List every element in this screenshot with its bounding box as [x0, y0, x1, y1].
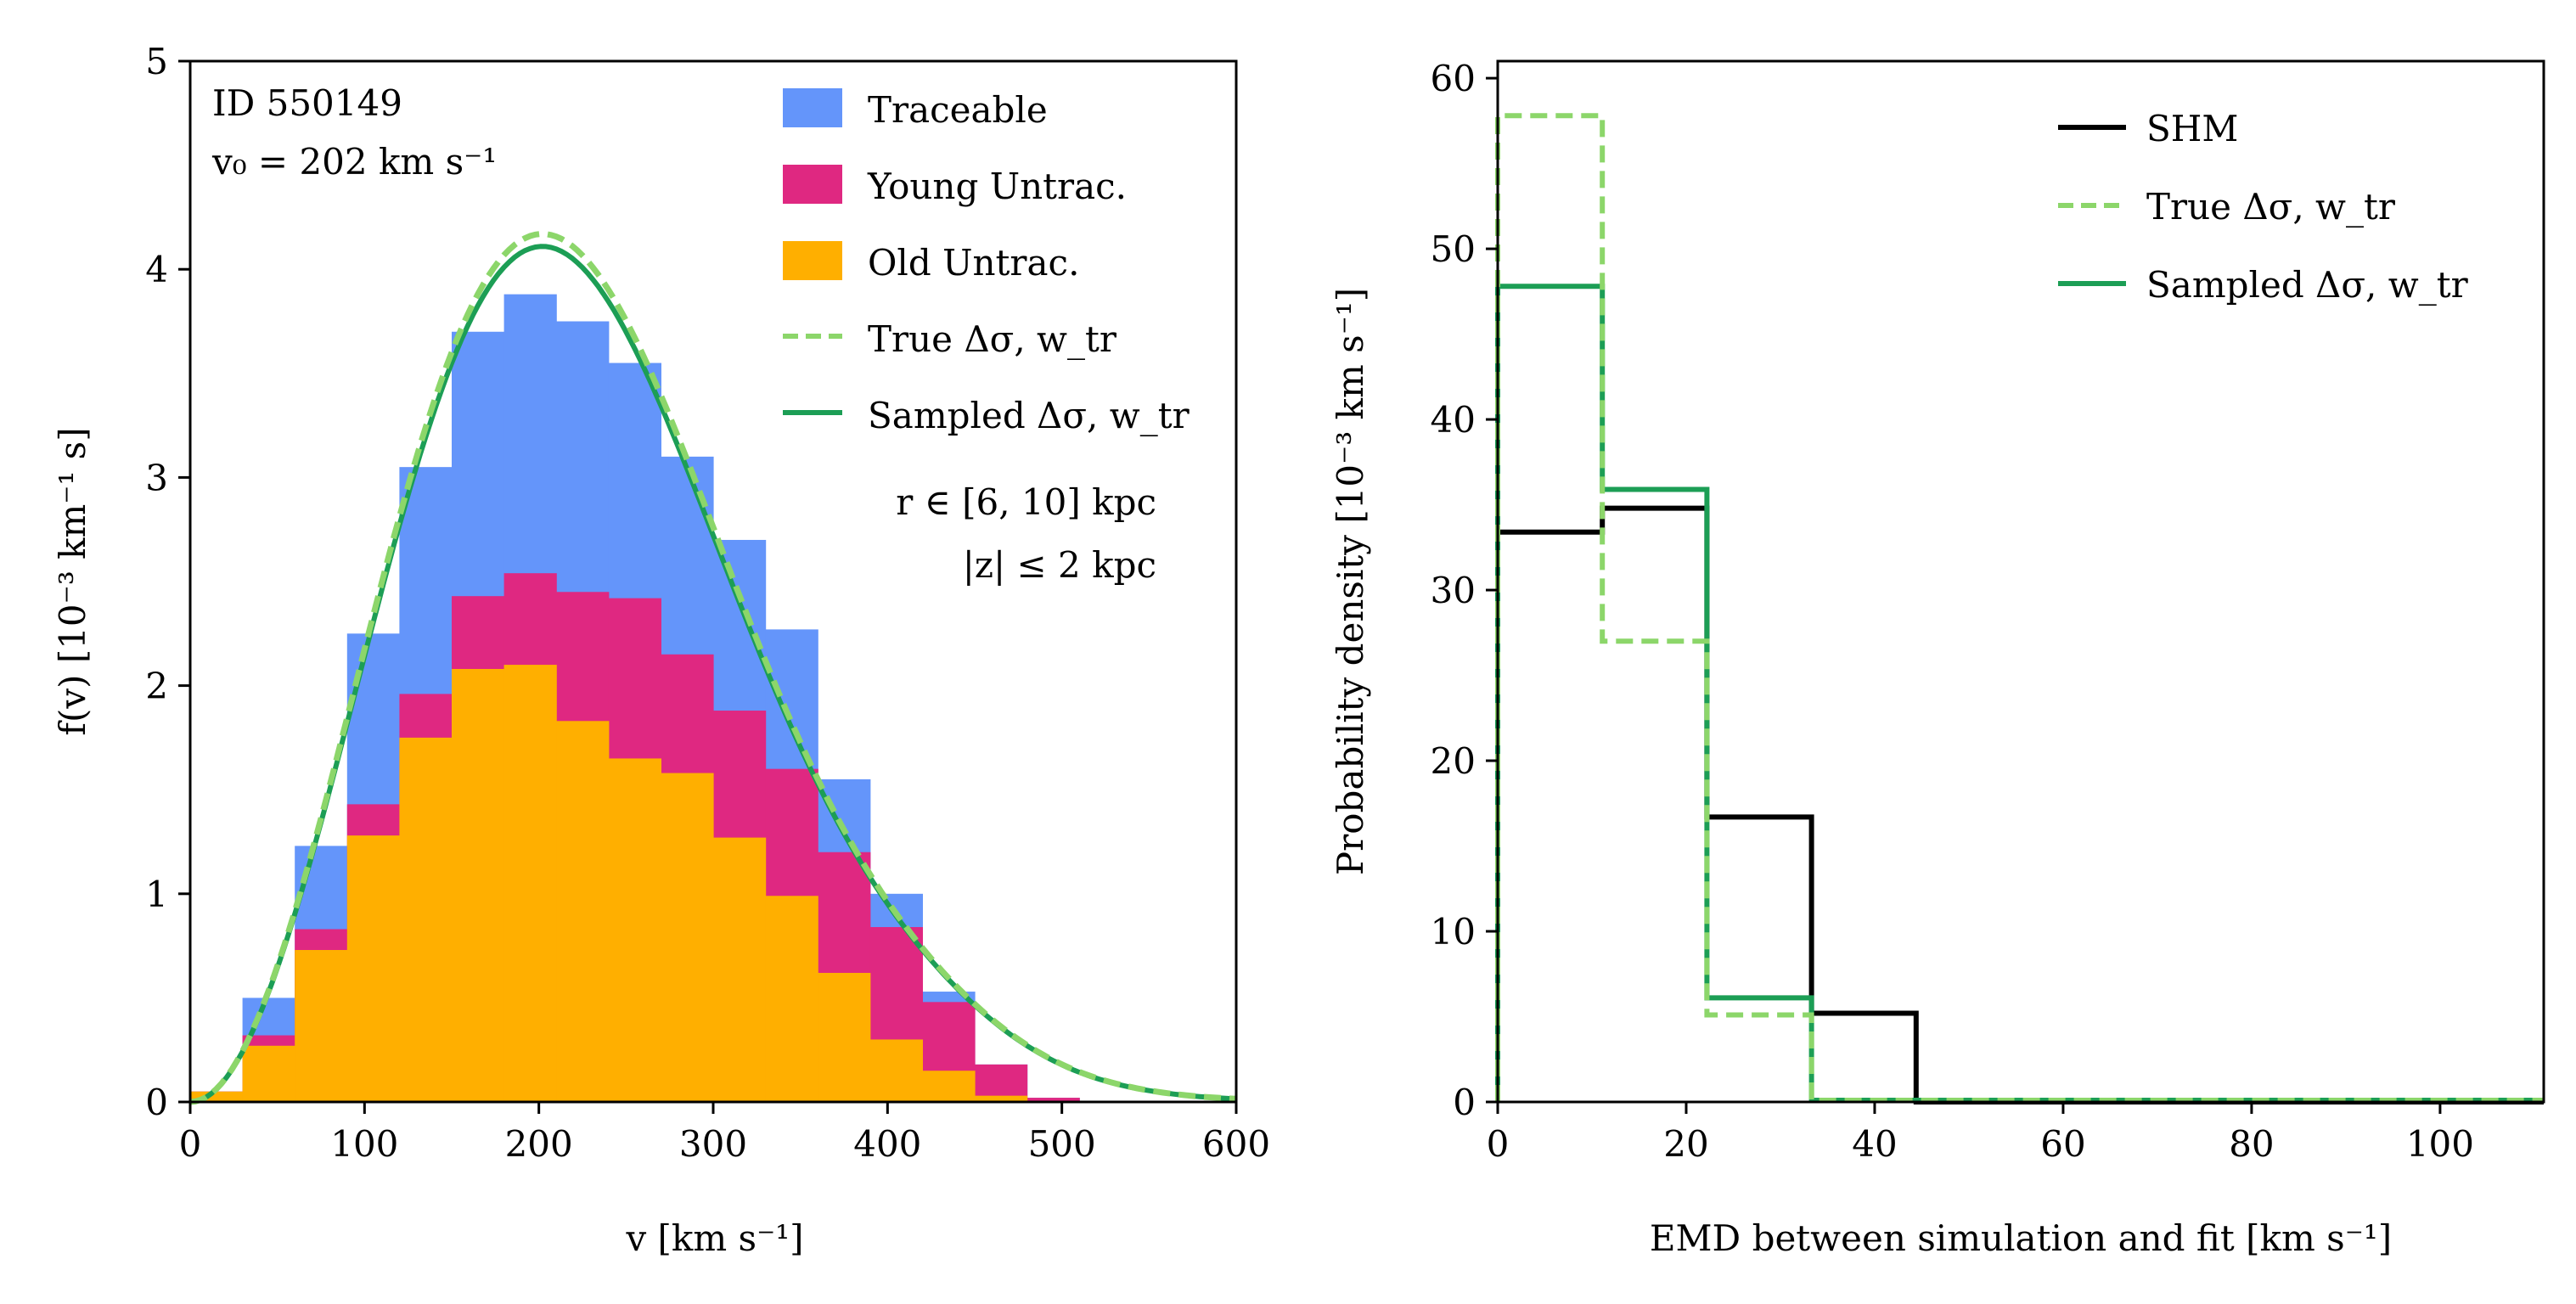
x-tick-label: 0	[179, 1123, 202, 1165]
legend-label-traceable: Traceable	[868, 89, 1048, 131]
left-panel: 0 100 200 300 400 500 600 0 1 2 3 4 5 ID 550149 v₀ =…	[52, 41, 1270, 1259]
y-tick-label: 3	[145, 457, 168, 498]
y-tick-label: 4	[145, 249, 168, 290]
legend-swatch-old-untrac	[783, 241, 842, 280]
legend-label-sampled-fit-2: Sampled Δσ, w_tr	[2146, 264, 2469, 306]
right-legend: SHM True Δσ, w_tr Sampled Δσ, w_tr	[2058, 108, 2469, 306]
bar-old-untrac-4	[399, 737, 453, 1102]
bar-old-untrac-8	[608, 758, 661, 1102]
right-x-axis-label: EMD between simulation and fit [km s⁻¹]	[1650, 1217, 2392, 1259]
left-axis-ticks: 0 100 200 300 400 500 600 0 1 2 3 4 5	[145, 41, 1270, 1165]
left-x-axis-label: v [km s⁻¹]	[625, 1217, 803, 1259]
y-tick-label: 0	[1453, 1082, 1476, 1123]
v0-label: v₀ = 202 km s⁻¹	[211, 141, 497, 183]
x-tick-label: 0	[1487, 1123, 1510, 1165]
bar-old-untrac-2	[295, 950, 348, 1102]
y-tick-label: 2	[145, 666, 168, 707]
y-tick-label: 60	[1431, 58, 1476, 99]
y-tick-label: 5	[145, 41, 168, 82]
bar-old-untrac-15	[975, 1095, 1028, 1102]
y-tick-label: 50	[1431, 228, 1476, 270]
galaxy-id-label: ID 550149	[212, 82, 402, 124]
left-legend: Traceable Young Untrac. Old Untrac. True…	[783, 88, 1190, 436]
bar-old-untrac-10	[713, 837, 767, 1102]
x-tick-label: 40	[1852, 1123, 1897, 1165]
x-tick-label: 100	[2406, 1123, 2474, 1165]
x-tick-label: 20	[1663, 1123, 1708, 1165]
radius-range-label: r ∈ [6, 10] kpc	[896, 481, 1156, 523]
y-tick-label: 30	[1431, 570, 1476, 611]
y-tick-label: 10	[1431, 911, 1476, 953]
curve-true-fit	[189, 231, 1237, 1105]
y-tick-label: 0	[145, 1082, 168, 1123]
bar-old-untrac-6	[503, 665, 557, 1102]
legend-label-true-fit: True Δσ, w_tr	[868, 318, 1117, 360]
step-true-fit	[1495, 113, 2544, 1103]
bar-old-untrac-5	[452, 668, 505, 1102]
right-panel: 0 20 40 60 80 100 0 10 20 30 40 50 60 SHM True Δσ, w…	[1330, 58, 2545, 1259]
legend-label-true-fit-2: True Δσ, w_tr	[2146, 186, 2396, 228]
bar-young-untrac-16	[1026, 1098, 1080, 1102]
x-tick-label: 600	[1202, 1123, 1270, 1165]
right-y-axis-label: Probability density [10⁻³ km s⁻¹]	[1330, 288, 1371, 875]
y-tick-label: 40	[1431, 399, 1476, 441]
x-tick-label: 80	[2229, 1123, 2274, 1165]
x-tick-label: 60	[2040, 1123, 2085, 1165]
bar-old-untrac-14	[922, 1071, 976, 1102]
x-tick-label: 300	[679, 1123, 747, 1165]
bar-old-untrac-1	[242, 1045, 295, 1102]
bar-old-untrac-12	[818, 972, 871, 1102]
legend-label-shm: SHM	[2146, 108, 2238, 149]
height-range-label: |z| ≤ 2 kpc	[963, 544, 1156, 586]
right-axis-ticks: 0 20 40 60 80 100 0 10 20 30 40 50 60	[1431, 58, 2474, 1165]
x-tick-label: 400	[853, 1123, 921, 1165]
x-tick-label: 200	[505, 1123, 573, 1165]
legend-label-old-untrac: Old Untrac.	[868, 242, 1079, 284]
x-tick-label: 500	[1028, 1123, 1096, 1165]
left-y-axis-label: f(v) [10⁻³ km⁻¹ s]	[52, 427, 93, 735]
y-tick-label: 1	[145, 874, 168, 915]
bar-old-untrac-3	[346, 835, 400, 1102]
histogram-bars	[190, 294, 1080, 1102]
legend-swatch-traceable	[783, 88, 842, 127]
bar-old-untrac-11	[765, 896, 818, 1102]
right-plot-frame	[1496, 59, 2545, 1104]
legend-swatch-young-untrac	[783, 165, 842, 204]
fit-curves	[189, 231, 1237, 1105]
bar-old-untrac-7	[556, 721, 610, 1102]
x-tick-label: 100	[330, 1123, 398, 1165]
left-plot-frame	[188, 59, 1238, 1104]
bar-old-untrac-9	[661, 773, 714, 1102]
legend-label-sampled-fit: Sampled Δσ, w_tr	[868, 395, 1190, 436]
bar-old-untrac-13	[869, 1039, 923, 1102]
legend-label-young-untrac: Young Untrac.	[867, 166, 1127, 207]
y-tick-label: 20	[1431, 740, 1476, 782]
